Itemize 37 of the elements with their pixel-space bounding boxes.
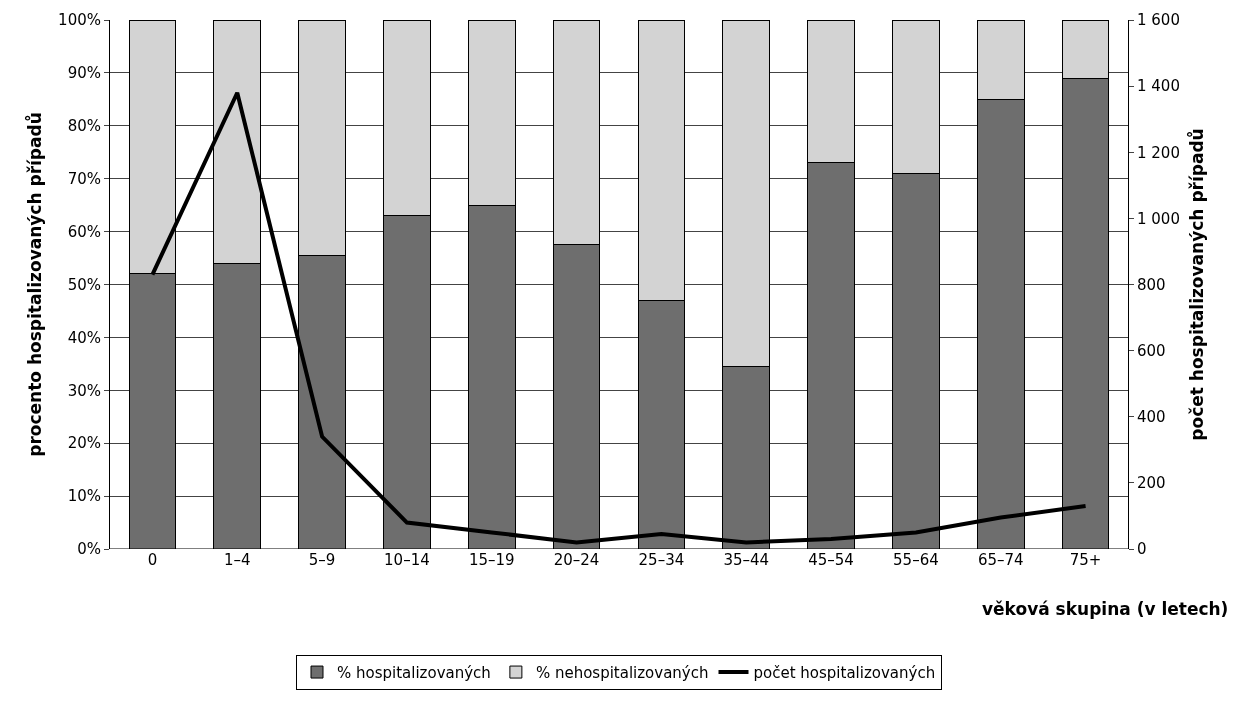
x-tick-label: 5–9 [308,551,336,569]
x-tick-label: 20–24 [553,551,600,569]
y-tick-label: 20% [67,434,101,453]
y2-axis-title: počet hospitalizovaných případů [1186,128,1208,441]
y2-tick-label: 200 [1137,474,1166,493]
y2-tick-label: 1 000 [1137,209,1180,228]
x-tick-label: 1–4 [223,551,251,569]
x-tick-label: 0 [147,551,158,569]
y-tick-label: 70% [67,169,101,188]
y2-tick-label: 1 200 [1137,143,1180,162]
x-tick-label: 75+ [1069,551,1102,569]
x-tick-label: 10–14 [384,551,430,569]
y-tick-label: 100% [58,11,101,30]
y-tick-label: 30% [67,381,101,400]
y-tick-label: 50% [67,275,101,294]
y-tick-label: 90% [67,64,101,83]
y-tick-label: 40% [67,328,101,347]
x-tick-label: 35–44 [723,551,770,569]
y2-tick-label: 800 [1137,275,1166,294]
y2-tick-label: 1 400 [1137,77,1180,96]
y-tick-label: 60% [67,222,101,241]
x-tick-label: 55–64 [893,551,939,569]
y-tick-label: 80% [67,117,101,136]
y-axis-title: procento hospitalizovaných případů [23,112,45,457]
y-tick-label: 0% [77,540,101,559]
y-tick-label: 10% [67,487,101,506]
legend-label: počet hospitalizovaných [753,663,936,682]
legend-label: % hospitalizovaných [337,663,491,682]
x-tick-label: 65–74 [977,551,1024,569]
y2-tick-label: 1 600 [1137,11,1180,30]
y2-tick-label: 400 [1137,408,1166,426]
x-tick-label: 25–34 [638,551,685,569]
y2-tick-label: 600 [1137,341,1166,360]
legend-label: % nehospitalizovaných [535,663,709,682]
x-axis-title: věková skupina (v letech) [982,599,1229,619]
x-tick-label: 45–54 [808,551,854,569]
x-tick-label: 15–19 [468,551,515,569]
